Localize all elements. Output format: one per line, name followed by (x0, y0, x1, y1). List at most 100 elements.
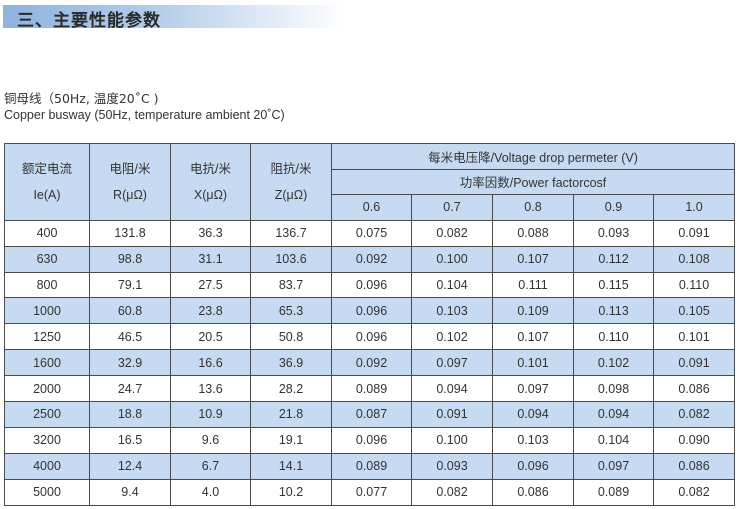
table-row: 3200 16.5 9.6 19.1 0.096 0.100 0.103 0.104 0.090 (4, 426, 736, 454)
table-cell: 0.093 (573, 219, 654, 247)
table-cell: 630 (4, 245, 90, 273)
table-row: 1000 60.8 23.8 65.3 0.096 0.103 0.109 0.113 0.10… (4, 297, 736, 325)
header-pf-0.9: 0.9 (573, 194, 654, 221)
header-pf-0.8: 0.8 (492, 194, 574, 221)
header-current: 额定电流 Ie(A) (4, 143, 90, 221)
table-cell: 0.094 (411, 375, 493, 403)
table-cell: 0.086 (492, 478, 574, 506)
table-cell: 0.094 (492, 401, 574, 428)
header-reactance: 电抗/米 X(μΩ) (170, 143, 251, 221)
table-cell: 20.5 (170, 323, 251, 351)
performance-table: 额定电流 Ie(A) 电阻/米 R(μΩ) 电抗/米 X(μΩ) 阻抗/米 Z(μΩ) … (4, 143, 736, 506)
table-cell: 0.087 (331, 401, 412, 428)
table-cell: 65.3 (250, 297, 332, 325)
table-cell: 0.097 (573, 452, 654, 480)
table-cell: 400 (4, 219, 90, 247)
header-current-cn: 额定电流 (21, 161, 72, 176)
table-cell: 98.8 (89, 245, 171, 273)
table-cell: 0.091 (652, 219, 736, 247)
header-current-en: Ie(A) (33, 187, 61, 202)
table-row: 2500 18.8 10.9 21.8 0.087 0.091 0.094 0.094 0.08… (4, 401, 736, 428)
table-row: 1250 46.5 20.5 50.8 0.096 0.102 0.107 0.110 0.10… (4, 323, 736, 351)
table-cell: 0.100 (411, 426, 493, 454)
power-factor-row: 0.6 0.7 0.8 0.9 1.0 (5, 194, 736, 221)
table-cell: 9.4 (89, 478, 171, 506)
header-impedance-cn: 阻抗/米 (270, 161, 312, 176)
table-cell: 32.9 (89, 349, 171, 377)
table-cell: 1250 (4, 323, 90, 351)
table-cell: 0.082 (411, 478, 493, 506)
header-pf-0.7: 0.7 (411, 194, 493, 221)
table-cell: 28.2 (250, 375, 332, 403)
table-cell: 16.5 (89, 426, 171, 454)
table-cell: 14.1 (250, 452, 332, 480)
table-cell: 10.9 (170, 401, 251, 428)
table-cell: 0.096 (492, 452, 574, 480)
table-cell: 0.107 (492, 245, 574, 273)
table-row: 400 131.8 36.3 136.7 0.075 0.082 0.088 0.093 0.0… (4, 219, 736, 247)
table-cell: 0.094 (573, 401, 654, 428)
table-cell: 0.101 (492, 349, 574, 377)
table-cell: 10.2 (250, 478, 332, 506)
table-cell: 5000 (4, 478, 90, 506)
table-cell: 0.093 (411, 452, 493, 480)
table-cell: 50.8 (250, 323, 332, 351)
table-cell: 0.089 (331, 452, 412, 480)
header-impedance: 阻抗/米 Z(μΩ) (250, 143, 332, 221)
table-cell: 0.097 (411, 349, 493, 377)
table-cell: 36.3 (170, 219, 251, 247)
table-cell: 0.082 (652, 478, 736, 506)
table-cell: 0.110 (652, 271, 736, 299)
table-body: 400 131.8 36.3 136.7 0.075 0.082 0.088 0.093 0.0… (4, 219, 736, 506)
table-cell: 9.6 (170, 426, 251, 454)
table-cell: 0.097 (492, 375, 574, 403)
table-row: 800 79.1 27.5 83.7 0.096 0.104 0.111 0.115 0.110 (4, 271, 736, 299)
table-cell: 136.7 (250, 219, 332, 247)
table-cell: 27.5 (170, 271, 251, 299)
table-cell: 0.103 (492, 426, 574, 454)
table-cell: 13.6 (170, 375, 251, 403)
table-cell: 18.8 (89, 401, 171, 428)
header-resistance-cn: 电阻/米 (109, 161, 151, 176)
table-cell: 103.6 (250, 245, 332, 273)
table-cell: 1600 (4, 349, 90, 377)
table-cell: 0.115 (573, 271, 654, 299)
table-cell: 0.100 (411, 245, 493, 273)
table-cell: 0.113 (573, 297, 654, 325)
table-cell: 0.101 (652, 323, 736, 351)
table-cell: 16.6 (170, 349, 251, 377)
header-power-factor: 功率因数/Power factorcosf (330, 168, 736, 196)
table-cell: 0.082 (411, 219, 493, 247)
table-cell: 0.111 (492, 271, 574, 299)
table-cell: 0.109 (492, 297, 574, 325)
table-cell: 1000 (4, 297, 90, 325)
table-cell: 0.110 (573, 323, 654, 351)
table-cell: 0.096 (331, 323, 412, 351)
header-pf-1.0: 1.0 (652, 194, 736, 221)
header-impedance-en: Z(μΩ) (274, 187, 308, 202)
table-cell: 21.8 (250, 401, 332, 428)
header-voltage-drop: 每米电压降/Voltage drop permeter (V) (330, 143, 736, 170)
table-cell: 0.105 (652, 297, 736, 325)
section-title: 三、主要性能参数 (17, 11, 161, 31)
table-cell: 60.8 (89, 297, 171, 325)
table-cell: 83.7 (250, 271, 332, 299)
table-cell: 3200 (4, 426, 90, 454)
table-cell: 0.082 (652, 401, 736, 428)
subtitle-english: Copper busway (50Hz, temperature ambient… (4, 108, 285, 122)
table-cell: 0.091 (652, 349, 736, 377)
table-cell: 36.9 (250, 349, 332, 377)
table-cell: 0.107 (492, 323, 574, 351)
table-cell: 0.092 (331, 245, 412, 273)
table-cell: 0.108 (652, 245, 736, 273)
table-cell: 0.090 (652, 426, 736, 454)
table-cell: 0.112 (573, 245, 654, 273)
header-resistance-en: R(μΩ) (113, 187, 147, 202)
table-cell: 0.102 (573, 349, 654, 377)
table-cell: 2500 (4, 401, 90, 428)
table-row: 1600 32.9 16.6 36.9 0.092 0.097 0.101 0.102 0.09… (4, 349, 736, 377)
table-cell: 23.8 (170, 297, 251, 325)
header-pf-0.6: 0.6 (331, 194, 412, 221)
table-cell: 0.102 (411, 323, 493, 351)
header-reactance-cn: 电抗/米 (190, 161, 231, 176)
